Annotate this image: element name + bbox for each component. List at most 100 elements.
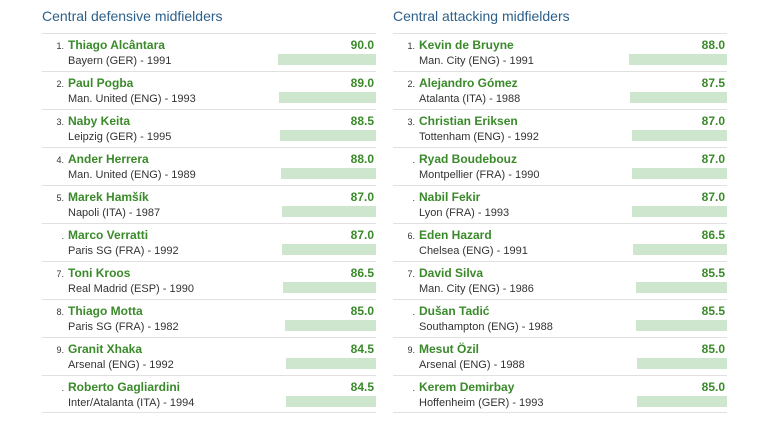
data-label: 87.0 bbox=[701, 152, 725, 166]
ranking-row: 5. Marek Hamšík Napoli (ITA) - 1987 87.0 bbox=[42, 185, 376, 223]
player-name: Naby Keita bbox=[68, 114, 131, 128]
bar-mark bbox=[280, 130, 376, 141]
player-name: Paul Pogba bbox=[68, 76, 134, 90]
ranking-row: 9. Mesut Özil Arsenal (ENG) - 1988 85.0 bbox=[393, 337, 727, 375]
ranking-row: . Dušan Tadić Southampton (ENG) - 1988 85.5 bbox=[393, 299, 727, 337]
player-name: Marco Verratti bbox=[68, 228, 149, 242]
rank-label: 3. bbox=[56, 117, 64, 127]
panel-title: Central defensive midfielders bbox=[42, 8, 223, 24]
player-club: Man. United (ENG) - 1989 bbox=[68, 169, 196, 181]
data-label: 88.0 bbox=[701, 38, 725, 52]
bar-mark bbox=[285, 320, 376, 331]
data-label: 90.0 bbox=[350, 38, 374, 52]
ranking-row: 7. Toni Kroos Real Madrid (ESP) - 1990 86.5 bbox=[42, 261, 376, 299]
rank-label: . bbox=[412, 193, 415, 203]
data-label: 85.5 bbox=[701, 266, 725, 280]
panel-defensive: Central defensive midfielders 1. Thiago A… bbox=[42, 0, 376, 413]
player-name: Ander Herrera bbox=[68, 152, 149, 166]
rank-label: 7. bbox=[56, 269, 64, 279]
bar-mark bbox=[282, 244, 376, 255]
bar-mark bbox=[283, 282, 376, 293]
player-name: Alejandro Gómez bbox=[419, 76, 518, 90]
rank-label: . bbox=[61, 383, 64, 393]
player-club: Man. City (ENG) - 1986 bbox=[419, 283, 534, 295]
player-club: Paris SG (FRA) - 1982 bbox=[68, 321, 179, 333]
rank-label: 9. bbox=[56, 345, 64, 355]
data-label: 87.0 bbox=[350, 190, 374, 204]
ranking-list: 1. Thiago Alcântara Bayern (GER) - 1991 90.… bbox=[42, 33, 376, 413]
bar-mark bbox=[278, 54, 376, 65]
ranking-row: 2. Alejandro Gómez Atalanta (ITA) - 1988 87… bbox=[393, 71, 727, 109]
player-club: Chelsea (ENG) - 1991 bbox=[419, 245, 528, 257]
ranking-row: 6. Eden Hazard Chelsea (ENG) - 1991 86.5 bbox=[393, 223, 727, 261]
bar-mark bbox=[637, 358, 727, 369]
rank-label: 2. bbox=[56, 79, 64, 89]
bar-mark bbox=[631, 206, 727, 217]
player-club: Atalanta (ITA) - 1988 bbox=[419, 93, 521, 105]
bar-mark bbox=[630, 92, 727, 103]
data-label: 89.0 bbox=[350, 76, 374, 90]
player-club: Hoffenheim (GER) - 1993 bbox=[419, 397, 544, 409]
player-name: Kerem Demirbay bbox=[419, 380, 515, 394]
ranking-row: . Ryad Boudebouz Montpellier (FRA) - 1990 8… bbox=[393, 147, 727, 185]
data-label: 84.5 bbox=[350, 342, 374, 356]
bar-mark bbox=[282, 206, 376, 217]
player-name: Kevin de Bruyne bbox=[419, 38, 514, 52]
data-label: 85.0 bbox=[701, 342, 725, 356]
player-club: Man. City (ENG) - 1991 bbox=[419, 55, 534, 67]
rank-label: 7. bbox=[407, 269, 415, 279]
player-name: Roberto Gagliardini bbox=[68, 380, 181, 394]
data-label: 88.5 bbox=[350, 114, 374, 128]
data-label: 87.5 bbox=[701, 76, 725, 90]
rank-label: . bbox=[412, 155, 415, 165]
player-name: Ryad Boudebouz bbox=[419, 152, 517, 166]
ranking-row: 2. Paul Pogba Man. United (ENG) - 1993 89.0 bbox=[42, 71, 376, 109]
rank-label: 3. bbox=[407, 117, 415, 127]
bar-mark bbox=[280, 168, 376, 179]
bar-mark bbox=[635, 320, 727, 331]
player-club: Man. United (ENG) - 1993 bbox=[68, 93, 196, 105]
bar-mark bbox=[631, 168, 727, 179]
data-label: 86.5 bbox=[701, 228, 725, 242]
player-club: Arsenal (ENG) - 1988 bbox=[419, 359, 525, 371]
player-name: Thiago Alcântara bbox=[68, 38, 165, 52]
rank-label: 6. bbox=[407, 231, 415, 241]
bar-mark bbox=[629, 54, 727, 65]
data-label: 87.0 bbox=[350, 228, 374, 242]
player-name: Nabil Fekir bbox=[419, 190, 481, 204]
player-name: Toni Kroos bbox=[68, 266, 131, 280]
ranking-row: 3. Christian Eriksen Tottenham (ENG) - 199… bbox=[393, 109, 727, 147]
player-club: Southampton (ENG) - 1988 bbox=[419, 321, 553, 333]
data-label: 87.0 bbox=[701, 190, 725, 204]
ranking-row: 8. Thiago Motta Paris SG (FRA) - 1982 85.0 bbox=[42, 299, 376, 337]
bar-mark bbox=[635, 282, 727, 293]
player-club: Real Madrid (ESP) - 1990 bbox=[68, 283, 194, 295]
player-club: Paris SG (FRA) - 1992 bbox=[68, 245, 179, 257]
ranking-list: 1. Kevin de Bruyne Man. City (ENG) - 1991 8… bbox=[393, 33, 727, 413]
player-name: Thiago Motta bbox=[68, 304, 143, 318]
data-label: 85.0 bbox=[350, 304, 374, 318]
ranking-row: 4. Ander Herrera Man. United (ENG) - 1989 8… bbox=[42, 147, 376, 185]
bar-mark bbox=[637, 396, 727, 407]
rank-label: 1. bbox=[56, 41, 64, 51]
player-club: Napoli (ITA) - 1987 bbox=[68, 207, 161, 219]
rank-label: 8. bbox=[56, 307, 64, 317]
ranking-row: . Kerem Demirbay Hoffenheim (GER) - 1993 85… bbox=[393, 375, 727, 413]
rank-label: 5. bbox=[56, 193, 64, 203]
data-label: 88.0 bbox=[350, 152, 374, 166]
ranking-row: . Roberto Gagliardini Inter/Atalanta (ITA)… bbox=[42, 375, 376, 413]
data-label: 86.5 bbox=[350, 266, 374, 280]
ranking-row: . Marco Verratti Paris SG (FRA) - 1992 87.0 bbox=[42, 223, 376, 261]
bar-mark bbox=[286, 358, 376, 369]
player-club: Tottenham (ENG) - 1992 bbox=[419, 131, 539, 143]
rank-label: 1. bbox=[407, 41, 415, 51]
rank-label: 9. bbox=[407, 345, 415, 355]
player-name: Dušan Tadić bbox=[419, 304, 490, 318]
player-club: Bayern (GER) - 1991 bbox=[68, 55, 172, 67]
player-club: Lyon (FRA) - 1993 bbox=[419, 207, 510, 219]
ranking-row: 1. Kevin de Bruyne Man. City (ENG) - 1991 8… bbox=[393, 33, 727, 71]
panel-title: Central attacking midfielders bbox=[393, 8, 570, 24]
panel-attacking: Central attacking midfielders 1. Kevin de… bbox=[393, 0, 727, 413]
player-name: David Silva bbox=[419, 266, 484, 280]
data-label: 87.0 bbox=[701, 114, 725, 128]
